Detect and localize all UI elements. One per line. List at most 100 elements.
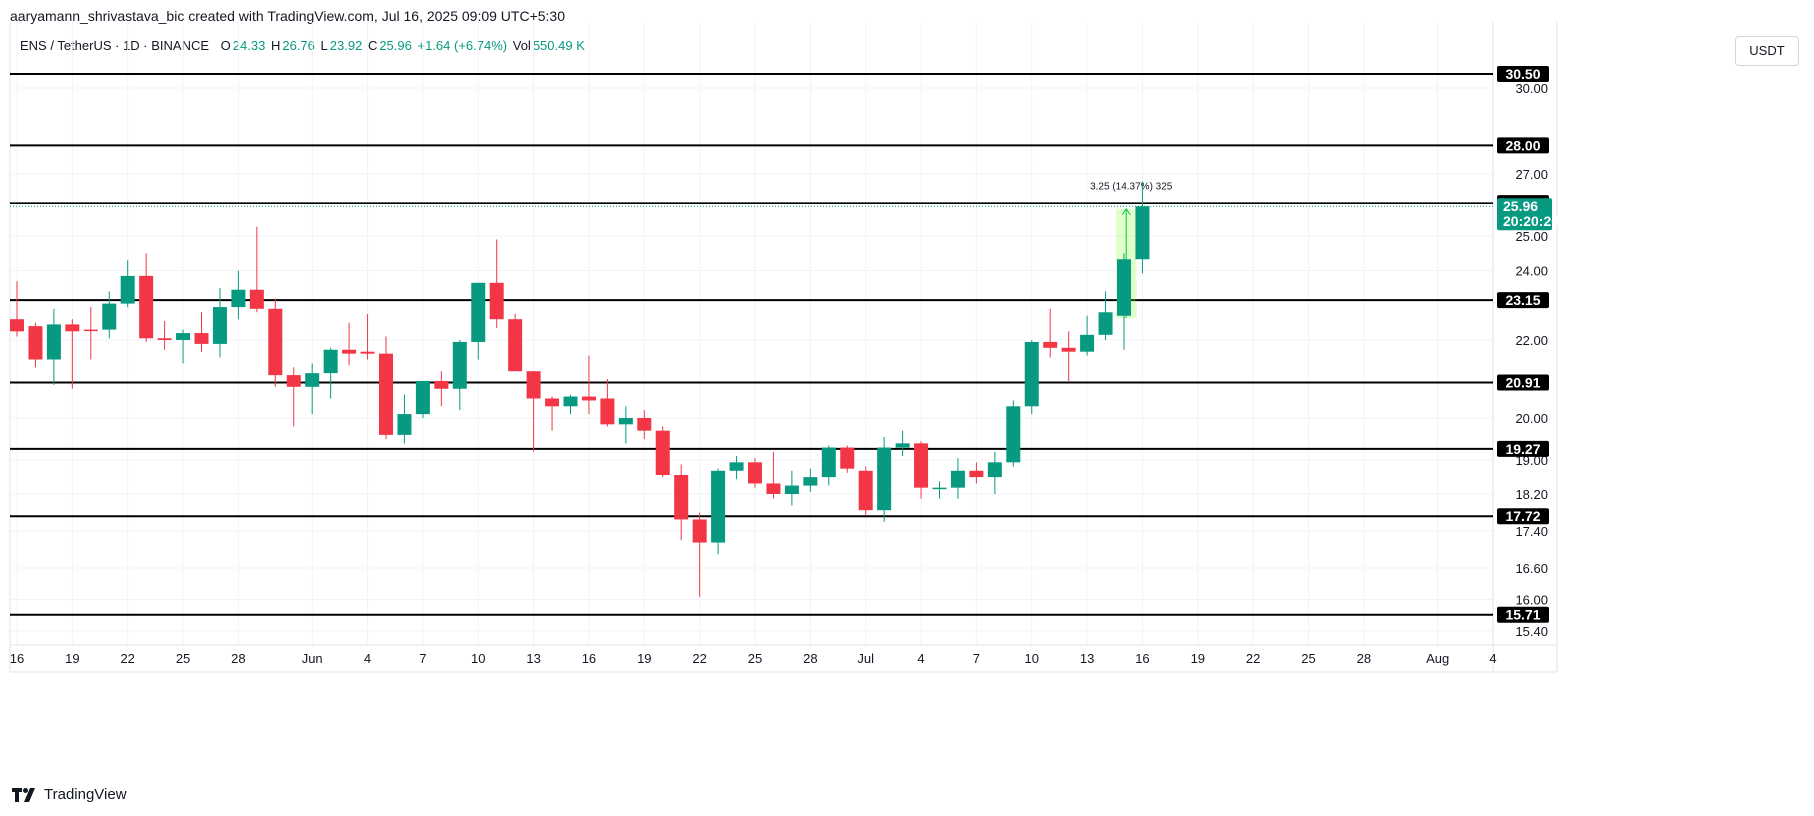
candle-body bbox=[286, 375, 301, 387]
price-tick-label: 19.00 bbox=[1515, 453, 1548, 468]
candle[interactable] bbox=[286, 367, 301, 427]
level-price-label[interactable]: 19.27 bbox=[1497, 440, 1549, 457]
candle[interactable] bbox=[452, 340, 467, 411]
candle-body bbox=[305, 373, 320, 387]
candle[interactable] bbox=[803, 468, 818, 492]
candle[interactable] bbox=[545, 396, 560, 431]
candle[interactable] bbox=[139, 253, 154, 342]
candle[interactable] bbox=[120, 260, 135, 308]
grid bbox=[10, 22, 1494, 645]
low-value: 23.92 bbox=[329, 38, 363, 53]
time-tick-label: 10 bbox=[1025, 651, 1039, 666]
candle[interactable] bbox=[434, 371, 449, 407]
candle-body bbox=[120, 275, 135, 304]
candle[interactable] bbox=[508, 314, 523, 372]
candle[interactable] bbox=[102, 291, 117, 339]
candle[interactable] bbox=[249, 226, 264, 313]
candle[interactable] bbox=[618, 406, 633, 444]
candle[interactable] bbox=[692, 512, 707, 597]
candle[interactable] bbox=[231, 270, 246, 320]
candle[interactable] bbox=[877, 437, 892, 522]
candle[interactable] bbox=[176, 329, 191, 364]
candle[interactable] bbox=[10, 281, 24, 337]
time-axis[interactable]: 16 19 22 25 28 Jun 4 7 10 13 16 19 22 25 28 Jul 4 7 10 13 16… bbox=[10, 651, 1497, 666]
tradingview-logo[interactable]: TradingView bbox=[12, 786, 127, 803]
candle[interactable] bbox=[932, 481, 947, 499]
candle-body bbox=[360, 351, 375, 354]
candle[interactable] bbox=[1024, 340, 1039, 415]
candle[interactable] bbox=[305, 363, 320, 415]
candle[interactable] bbox=[415, 380, 430, 418]
candle-body bbox=[637, 418, 652, 431]
candle[interactable] bbox=[157, 320, 172, 350]
candle[interactable] bbox=[1061, 331, 1076, 381]
candle[interactable] bbox=[600, 379, 615, 427]
currency-button[interactable]: USDT bbox=[1735, 36, 1799, 66]
candle[interactable] bbox=[766, 451, 781, 499]
candle[interactable] bbox=[65, 319, 80, 389]
close-value: 25.96 bbox=[379, 38, 412, 53]
candle[interactable] bbox=[895, 430, 910, 456]
candle[interactable] bbox=[950, 458, 965, 499]
level-price-label[interactable]: 15.71 bbox=[1497, 606, 1549, 623]
candle[interactable] bbox=[563, 394, 578, 415]
level-price-label[interactable]: 30.50 bbox=[1497, 66, 1549, 82]
candle[interactable] bbox=[1080, 315, 1095, 356]
candle[interactable] bbox=[784, 470, 799, 506]
candle-body bbox=[692, 519, 707, 543]
candle[interactable] bbox=[83, 307, 98, 360]
candle[interactable] bbox=[840, 445, 855, 473]
candle[interactable] bbox=[526, 371, 541, 452]
level-price-label[interactable]: 23.15 bbox=[1497, 292, 1549, 309]
level-price-label[interactable]: 28.00 bbox=[1497, 137, 1549, 154]
svg-text:23.15: 23.15 bbox=[1505, 292, 1540, 308]
candle[interactable] bbox=[637, 410, 652, 440]
tradingview-brand: TradingView bbox=[44, 786, 127, 803]
candle[interactable] bbox=[674, 464, 689, 541]
candle[interactable] bbox=[28, 322, 43, 368]
candle[interactable] bbox=[323, 347, 338, 399]
candle[interactable] bbox=[379, 336, 393, 440]
candle[interactable] bbox=[489, 239, 504, 328]
candle[interactable] bbox=[1135, 181, 1150, 274]
candle[interactable] bbox=[194, 312, 209, 352]
candle-body bbox=[932, 487, 947, 490]
level-price-label[interactable]: 20.91 bbox=[1497, 374, 1549, 391]
candle[interactable] bbox=[471, 282, 486, 360]
candle[interactable] bbox=[729, 456, 744, 480]
candle[interactable] bbox=[46, 308, 61, 385]
candle[interactable] bbox=[360, 314, 375, 360]
candle[interactable] bbox=[987, 451, 1002, 494]
price-tick-label: 25.00 bbox=[1515, 229, 1548, 244]
candle[interactable] bbox=[655, 426, 670, 478]
candle[interactable] bbox=[1043, 308, 1058, 358]
candle[interactable] bbox=[711, 468, 726, 555]
candle-body bbox=[1006, 406, 1021, 463]
candle[interactable] bbox=[1006, 400, 1021, 467]
symbol-info[interactable]: ENS / TetherUS · 1D · BINANCE bbox=[20, 38, 210, 53]
candle[interactable] bbox=[1117, 253, 1131, 350]
time-tick-label: 16 bbox=[10, 651, 24, 666]
candle[interactable] bbox=[914, 441, 929, 499]
time-tick-label: 16 bbox=[1135, 651, 1149, 666]
candle-body bbox=[563, 396, 578, 407]
candle[interactable] bbox=[268, 298, 283, 387]
price-tick-label: 20.00 bbox=[1515, 411, 1548, 426]
price-axis[interactable]: 30.00 27.00 25.00 24.00 22.00 20.00 19.00 18.20… bbox=[1515, 81, 1548, 639]
candle[interactable] bbox=[858, 466, 873, 515]
price-tick-label: 18.20 bbox=[1515, 487, 1548, 502]
candle[interactable] bbox=[969, 462, 984, 484]
level-price-label[interactable]: 17.72 bbox=[1497, 508, 1549, 525]
candle[interactable] bbox=[821, 445, 836, 486]
candle[interactable] bbox=[748, 458, 762, 488]
candle[interactable] bbox=[212, 288, 227, 358]
candle-body bbox=[10, 319, 24, 332]
candle[interactable] bbox=[397, 394, 412, 444]
candle[interactable] bbox=[581, 355, 596, 415]
candle-body bbox=[618, 418, 633, 425]
candle[interactable] bbox=[1098, 291, 1113, 340]
candle[interactable] bbox=[342, 322, 357, 366]
ohlc-legend: ENS / TetherUS · 1D · BINANCE O 24.33 H 26… bbox=[20, 38, 587, 53]
